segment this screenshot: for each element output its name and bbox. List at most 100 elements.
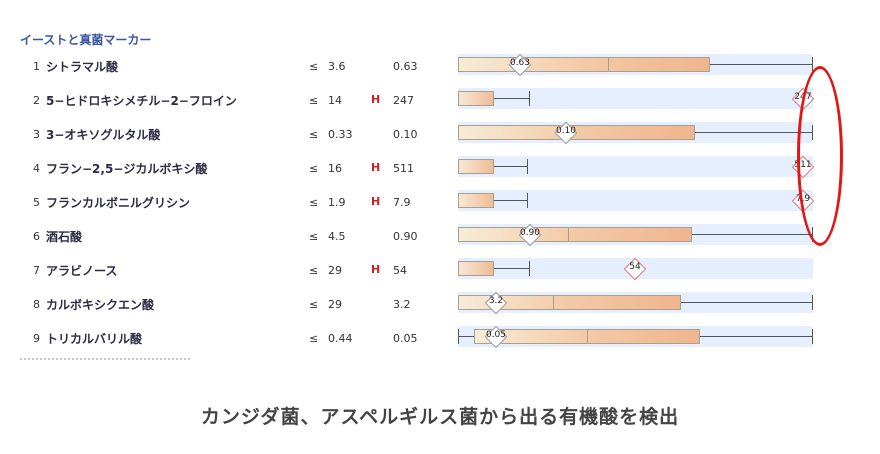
reference-range-box [458, 193, 494, 208]
marker-label: 0.10 [555, 126, 577, 136]
section-title: イーストと真菌マーカー [20, 33, 152, 47]
table-row: 7 アラビノース ≤ 29 H 54 54 [0, 256, 880, 290]
reference-limit: 29 [328, 298, 342, 311]
reference-limit: 29 [328, 264, 342, 277]
row-index: 8 [33, 298, 40, 311]
whisker-cap-right [529, 91, 530, 106]
table-row: 5 フランカルボニルグリシン ≤ 1.9 H 7.9 7.9 [0, 188, 880, 222]
range-track: 247 [458, 87, 815, 111]
range-track: 3.2 [458, 291, 813, 315]
range-track: 0.10 [458, 121, 813, 145]
row-index: 6 [33, 230, 40, 243]
whisker-cap-right [812, 329, 813, 344]
range-track: 0.90 [458, 223, 813, 247]
leq-symbol: ≤ [309, 230, 319, 243]
row-index: 1 [33, 60, 40, 73]
leq-symbol: ≤ [309, 196, 319, 209]
marker-name: 酒石酸 [46, 230, 83, 244]
table-row: 9 トリカルバリル酸 ≤ 0.44 0.05 0.05 [0, 324, 880, 358]
reference-limit: 0.33 [328, 128, 353, 141]
result-value: 3.2 [393, 298, 411, 311]
median-line [587, 329, 588, 344]
leq-symbol: ≤ [309, 332, 319, 345]
whisker-right [692, 234, 813, 235]
table-row: 4 フラン−2,5−ジカルボキシ酸 ≤ 16 H 511 511 [0, 154, 880, 188]
range-track: 511 [458, 155, 815, 179]
table-row: 2 5−ヒドロキシメチル−2−フロイン ≤ 14 H 247 247 [0, 86, 880, 120]
whisker-cap-right [527, 159, 528, 174]
result-value: 0.10 [393, 128, 418, 141]
marker-label: 0.05 [485, 330, 507, 340]
reference-range-box [458, 57, 710, 72]
whisker-right [695, 132, 813, 133]
reference-range-box [458, 295, 681, 310]
median-line [608, 57, 609, 72]
range-track: 0.05 [458, 325, 813, 349]
whisker-cap-right [812, 295, 813, 310]
result-value: 0.90 [393, 230, 418, 243]
row-index: 4 [33, 162, 40, 175]
whisker-right [681, 302, 813, 303]
marker-name: フランカルボニルグリシン [46, 196, 191, 210]
result-marker: 0.10 [554, 121, 578, 145]
table-row: 1 シトラマル酸 ≤ 3.6 0.63 0.63 [0, 52, 880, 86]
result-marker: 54 [623, 257, 647, 281]
marker-label: 0.90 [519, 228, 541, 238]
median-line [568, 227, 569, 242]
leq-symbol: ≤ [309, 298, 319, 311]
marker-name: アラビノース [46, 264, 118, 278]
reference-limit: 16 [328, 162, 342, 175]
reference-limit: 3.6 [328, 60, 346, 73]
leq-symbol: ≤ [309, 264, 319, 277]
whisker-right [494, 200, 528, 201]
marker-label: 0.63 [509, 58, 531, 68]
leq-symbol: ≤ [309, 94, 319, 107]
whisker-right [494, 268, 530, 269]
leq-symbol: ≤ [309, 162, 319, 175]
result-marker: 0.05 [484, 325, 508, 349]
range-track: 0.63 [458, 53, 813, 77]
result-marker: 3.2 [484, 291, 508, 315]
table-row: 3 3−オキソグルタル酸 ≤ 0.33 0.10 0.10 [0, 120, 880, 154]
reference-limit: 0.44 [328, 332, 353, 345]
row-index: 2 [33, 94, 40, 107]
result-value: 0.05 [393, 332, 418, 345]
marker-label: 3.2 [488, 296, 504, 306]
leq-symbol: ≤ [309, 128, 319, 141]
marker-name: トリカルバリル酸 [46, 332, 143, 346]
reference-limit: 1.9 [328, 196, 346, 209]
reference-range-box [458, 261, 494, 276]
marker-name: フラン−2,5−ジカルボキシ酸 [46, 162, 208, 176]
leq-symbol: ≤ [309, 60, 319, 73]
result-value: 247 [393, 94, 414, 107]
high-flag: H [371, 161, 381, 174]
high-flag: H [371, 195, 381, 208]
whisker-cap-right [812, 57, 813, 72]
whisker-cap-right [527, 193, 528, 208]
reference-range-box [458, 159, 494, 174]
reference-limit: 4.5 [328, 230, 346, 243]
high-flag: H [371, 263, 381, 276]
range-track: 7.9 [458, 189, 815, 213]
whisker-right [494, 166, 528, 167]
result-value: 54 [393, 264, 407, 277]
cut-off-text-remnant [20, 358, 190, 364]
marker-name: カルボキシクエン酸 [46, 298, 155, 312]
whisker-cap-right [529, 261, 530, 276]
result-marker: 0.63 [508, 53, 532, 77]
result-value: 7.9 [393, 196, 411, 209]
marker-name: 5−ヒドロキシメチル−2−フロイン [46, 94, 237, 108]
row-index: 3 [33, 128, 40, 141]
table-row: 6 酒石酸 ≤ 4.5 0.90 0.90 [0, 222, 880, 256]
median-line [553, 295, 554, 310]
range-track: 54 [458, 257, 813, 281]
reference-range-box [458, 227, 692, 242]
reference-limit: 14 [328, 94, 342, 107]
marker-label: 54 [629, 262, 641, 272]
caption: カンジダ菌、アスペルギルス菌から出る有機酸を検出 [200, 406, 680, 428]
table-row: 8 カルボキシクエン酸 ≤ 29 3.2 3.2 [0, 290, 880, 324]
row-index: 7 [33, 264, 40, 277]
highlight-oval [797, 66, 843, 246]
result-marker: 0.90 [518, 223, 542, 247]
high-flag: H [371, 93, 381, 106]
